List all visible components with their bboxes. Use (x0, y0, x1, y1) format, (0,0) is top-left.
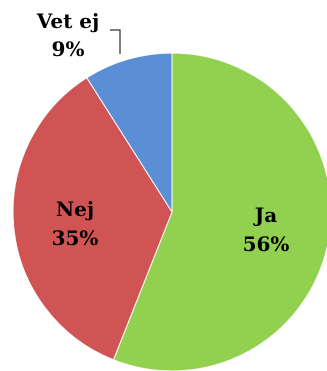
slice-value-ja: 56% (243, 232, 290, 256)
slice-label-ja-name: Ja (253, 203, 277, 227)
pie-slice-nej (12, 77, 173, 361)
pie-slice-ja (112, 52, 327, 371)
slice-value-nej-text: 35% (52, 226, 99, 250)
slice-value-nej: 35% (52, 226, 99, 250)
slice-label-nej-name: Nej (56, 197, 94, 221)
vet-ej-leader-line (110, 29, 121, 54)
slice-label-vet-ej: Vet ej (36, 9, 100, 33)
slice-value-vet-ej: 9% (52, 37, 85, 61)
slice-label-vet-ej-name: Vet ej (36, 9, 100, 33)
slice-value-ja-text: 56% (243, 232, 290, 256)
pie-slice-vet-ej (86, 52, 173, 214)
slice-label-ja: Ja (253, 203, 277, 227)
slice-value-vet-ej-text: 9% (52, 37, 85, 61)
slice-label-nej: Nej (56, 197, 94, 221)
pie-slices (12, 52, 327, 371)
